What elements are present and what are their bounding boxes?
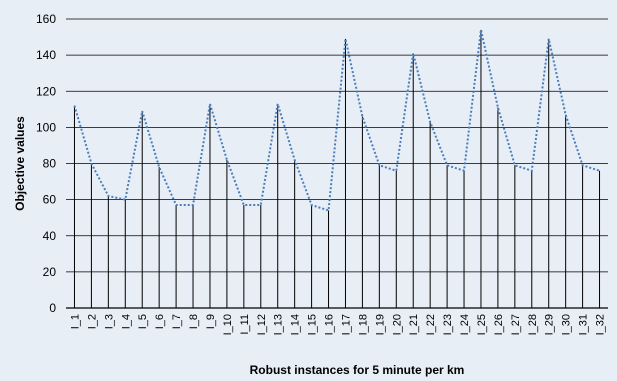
x-tick-label: I_4 (120, 314, 132, 329)
y-tick-label: 0 (49, 301, 56, 315)
x-tick-label: I_13 (273, 314, 285, 335)
y-tick-label: 120 (36, 84, 56, 98)
x-tick-label: I_1 (69, 314, 81, 329)
x-tick-label: I_18 (357, 314, 369, 335)
drop-lines (73, 29, 601, 308)
x-tick-label: I_25 (476, 314, 488, 335)
y-tick-label: 20 (43, 265, 57, 279)
x-axis-title: Robust instances for 5 minute per km (250, 363, 465, 377)
y-tick-label: 140 (36, 48, 56, 62)
y-axis-ticks: 0 20 40 60 80 100 120 140 160 (36, 12, 56, 315)
y-tick-label: 100 (36, 120, 56, 134)
y-tick-label: 60 (43, 193, 57, 207)
x-tick-label: I_19 (374, 314, 386, 335)
x-tick-label: I_22 (425, 314, 437, 335)
x-tick-label: I_31 (578, 314, 590, 335)
x-tick-label: I_12 (256, 314, 268, 335)
x-tick-label: I_9 (205, 314, 217, 329)
x-tick-label: I_21 (408, 314, 420, 335)
y-tick-label: 40 (43, 229, 57, 243)
x-tick-label: I_10 (222, 314, 234, 335)
x-tick-label: I_3 (103, 314, 115, 329)
x-tick-label: I_2 (86, 314, 98, 329)
x-tick-label: I_28 (527, 314, 539, 335)
x-tick-label: I_7 (171, 314, 183, 329)
x-tick-label: I_16 (324, 314, 336, 335)
y-axis-title: Objective values (13, 116, 27, 211)
x-tick-label: I_24 (459, 314, 471, 335)
x-tick-label: I_26 (493, 314, 505, 335)
x-axis-ticks: I_1 I_2 I_3 I_4 I_5 I_6 I_7 I_8 I_9 I_10 I_11 I_12 I… (69, 314, 606, 335)
series-line (73, 29, 600, 212)
x-tick-label: I_11 (239, 314, 251, 335)
x-tick-label: I_29 (544, 314, 556, 335)
x-tick-label: I_15 (307, 314, 319, 335)
x-tick-label: I_17 (340, 314, 352, 335)
x-tick-label: I_20 (391, 314, 403, 335)
y-tick-label: 160 (36, 12, 56, 26)
x-tick-label: I_8 (188, 314, 200, 329)
gridlines (66, 18, 608, 309)
x-tick-label: I_6 (154, 314, 166, 329)
x-tick-label: I_5 (137, 314, 149, 329)
y-tick-label: 80 (43, 157, 57, 171)
x-tick-label: I_23 (442, 314, 454, 335)
x-tick-label: I_27 (510, 314, 522, 335)
x-tick-label: I_14 (290, 314, 302, 335)
x-tick-label: I_30 (561, 314, 573, 335)
x-tick-label: I_32 (595, 314, 607, 335)
